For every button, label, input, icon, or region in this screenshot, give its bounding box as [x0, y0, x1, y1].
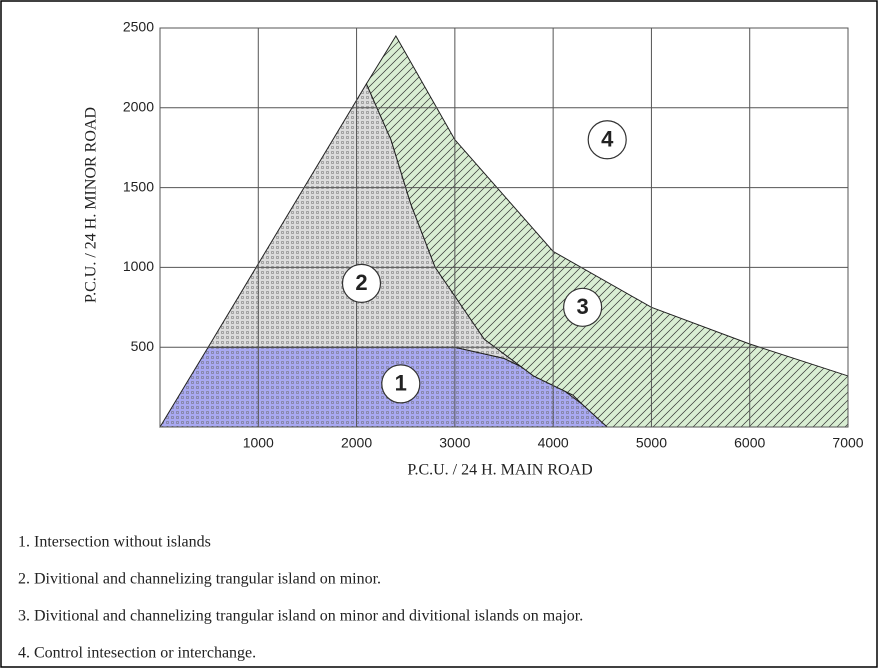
annotation: 1 [395, 371, 407, 396]
x-tick-label: 3000 [439, 435, 470, 451]
annotation: 2 [355, 270, 367, 295]
annotation-circle [381, 364, 421, 404]
annotation: 3 [577, 294, 589, 319]
x-tick-label: 7000 [832, 435, 863, 451]
legend-note: 3. Divitional and channelizing trangular… [18, 608, 583, 625]
x-axis-label: P.C.U. / 24 H. MAIN ROAD [407, 462, 592, 479]
legend-note: 4. Control intesection or interchange. [18, 645, 256, 662]
y-tick-label: 500 [131, 338, 155, 354]
x-tick-label: 2000 [341, 435, 372, 451]
annotation-circle [587, 120, 627, 160]
y-axis-label: P.C.U. / 24 H. MINOR ROAD [83, 107, 100, 303]
plot-border [159, 27, 849, 428]
annotation-circle [341, 263, 382, 303]
y-tick-label: 2000 [123, 99, 154, 115]
annotation-circle [563, 287, 603, 327]
y-tick-label: 1500 [123, 178, 154, 194]
y-tick-label: 2500 [123, 19, 154, 35]
y-tick-label: 1000 [123, 258, 154, 274]
x-tick-label: 6000 [734, 435, 765, 451]
x-tick-label: 4000 [538, 435, 569, 451]
legend-note: 1. Intersection without islands [18, 534, 211, 551]
x-tick-label: 1000 [243, 435, 274, 451]
legend-note: 2. Divitional and channelizing trangular… [18, 571, 381, 588]
annotation: 4 [601, 127, 614, 152]
x-tick-label: 5000 [636, 435, 667, 451]
